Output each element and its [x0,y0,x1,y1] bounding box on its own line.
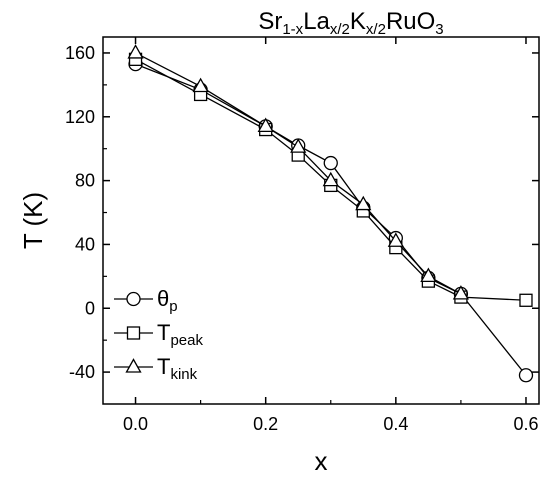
x-tick-label: 0.0 [123,414,148,434]
data-point-kink [322,171,339,187]
legend-label: Tpeak [157,320,203,349]
legend-marker [126,291,141,307]
x-tick-label: 0.6 [513,414,538,434]
legend-entry-peak: Tpeak [114,320,203,349]
legend-marker [125,358,142,373]
data-point-p [323,155,338,171]
title-subscript: x/2 [330,21,350,38]
y-tick-label: -40 [69,362,95,382]
legend-entry-p: θp [114,286,178,315]
title-subscript: 1-x [282,21,303,38]
legend-marker [126,326,141,340]
plot-frame [102,36,540,405]
title-subscript: 3 [435,21,443,38]
legend-label: Tkink [157,354,198,383]
legend-label-sub: kink [170,366,197,383]
legend-entry-kink: Tkink [114,354,198,383]
x-axis-label: x [315,446,328,476]
data-point-kink [257,117,274,133]
data-point-kink [355,195,372,211]
plot-border [102,36,540,405]
y-tick-label: 40 [75,234,95,254]
y-axis-label: T (K) [18,192,48,249]
x-tick-label: 0.2 [253,414,278,434]
legend-label-base: T [157,354,170,379]
y-tick-label: 160 [65,43,95,63]
title-part: K [350,8,366,35]
title-subscript: x/2 [366,21,386,38]
data-point-p [518,368,534,383]
data-series [127,44,534,383]
y-tick-label: 80 [75,171,95,191]
title-part: Sr [258,8,282,35]
title-part: RuO [386,8,435,35]
data-point-kink [127,44,144,59]
title-part: La [303,8,330,35]
series-kink [127,44,470,300]
data-point-kink [452,285,470,300]
y-tick-label: 120 [65,107,95,127]
legend-label-base: T [157,320,170,345]
data-point-kink [420,267,437,282]
data-point-kink [387,232,404,247]
x-tick-label: 0.4 [383,414,408,434]
data-point-peak [519,293,533,307]
data-point-kink [290,138,307,153]
data-point-kink [192,77,209,93]
legend-label: θp [157,286,178,315]
legend-label-sub: p [169,298,177,315]
series-line-p [135,63,527,376]
axis-ticks: 0.0 0.2 0.4 0.6 -40 0 40 80 120 160 [65,37,539,434]
chart-title: Sr1-xLax/2Kx/2RuO3 [258,8,443,38]
legend-label-sub: peak [170,332,203,349]
y-tick-label: 0 [85,298,95,318]
series-line-peak [135,58,527,301]
legend-label-base: θ [157,286,169,311]
